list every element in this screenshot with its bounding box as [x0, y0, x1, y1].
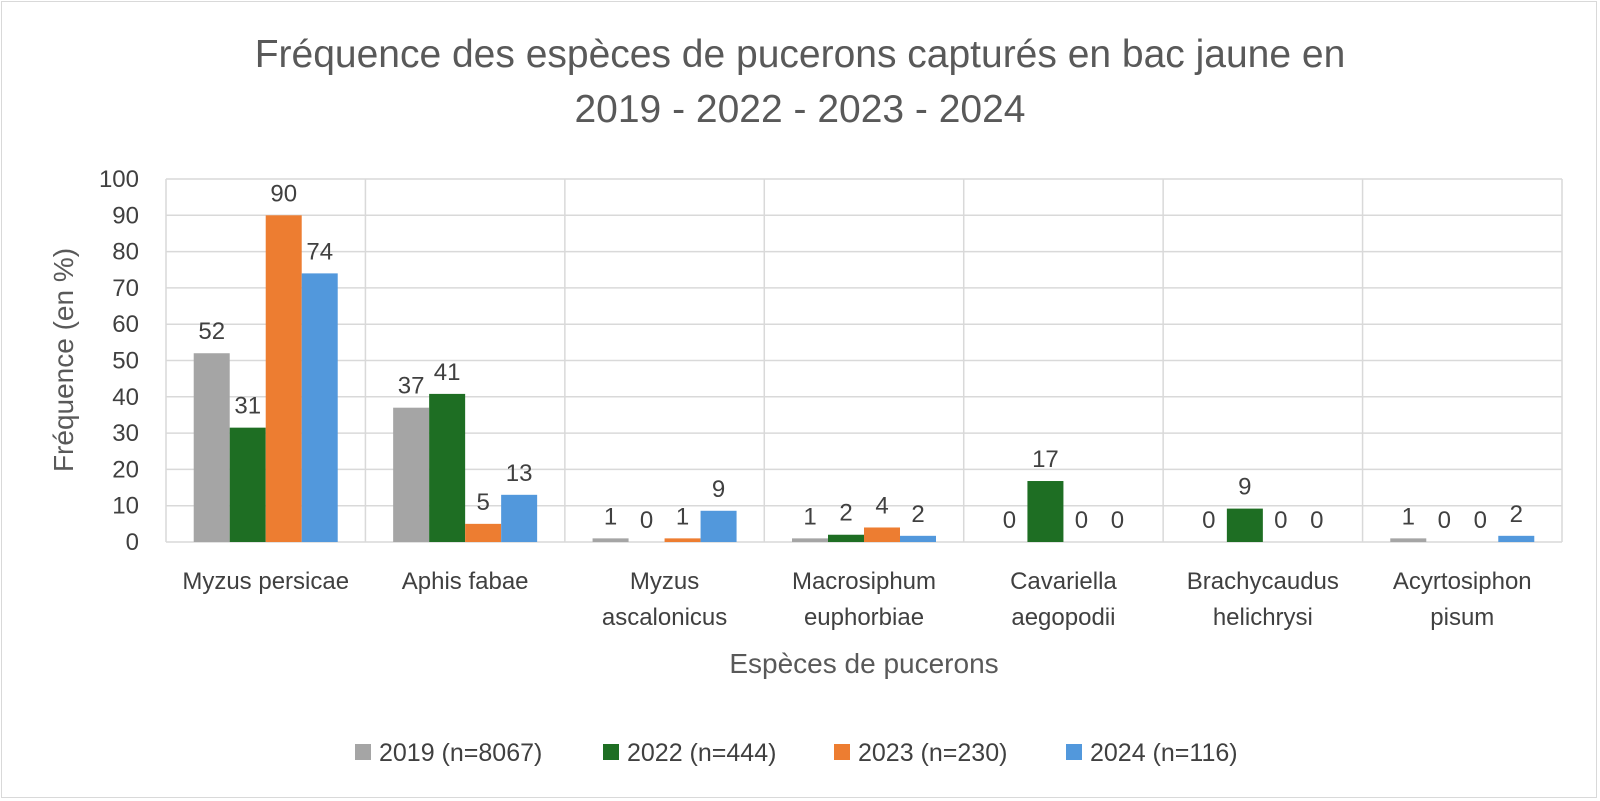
bar	[229, 427, 266, 542]
bar	[393, 407, 430, 542]
x-axis-ticks: Myzus persicae Aphis fabae Myzus ascalonicu…	[182, 568, 1531, 631]
y-tick-label: 10	[112, 493, 139, 520]
bar	[265, 215, 302, 543]
data-label: 0	[1003, 507, 1016, 534]
legend: 2019 (n=8067) 2022 (n=444) 2023 (n=230) 202…	[355, 739, 1238, 767]
legend-label: 2023 (n=230)	[858, 739, 1007, 767]
bar	[864, 527, 900, 542]
data-label: 2	[839, 500, 852, 527]
bar	[465, 523, 502, 542]
chart-title-line-1: Fréquence des espèces de pucerons captur…	[255, 33, 1346, 76]
x-tick-label: Brachycaudus	[1187, 568, 1339, 595]
legend-label: 2024 (n=116)	[1090, 739, 1238, 767]
data-label: 17	[1032, 446, 1059, 473]
data-label: 4	[875, 492, 888, 519]
y-tick-label: 90	[112, 202, 139, 229]
bars	[193, 215, 1535, 543]
x-tick-label: Aphis fabae	[402, 568, 529, 595]
bar	[700, 510, 737, 542]
data-label: 0	[1202, 507, 1215, 534]
data-label: 0	[1111, 507, 1124, 534]
data-label: 9	[1238, 474, 1251, 501]
data-label: 9	[712, 476, 725, 503]
bar	[1027, 481, 1064, 542]
y-tick-label: 70	[112, 275, 139, 302]
legend-swatch	[603, 744, 619, 760]
y-tick-label: 100	[99, 166, 139, 193]
legend-swatch	[1066, 744, 1082, 760]
x-axis-title: Espèces de pucerons	[729, 648, 998, 679]
y-tick-label: 50	[112, 348, 139, 375]
data-label: 1	[676, 503, 689, 530]
legend-swatch	[834, 744, 850, 760]
bar	[429, 393, 466, 542]
bar	[1390, 538, 1427, 542]
data-label: 1	[1402, 503, 1415, 530]
y-axis-ticks: 0 10 20 30 40 50 60 70 80 90 100	[99, 166, 139, 556]
x-tick-label: Myzus persicae	[182, 568, 349, 595]
x-tick-label: ascalonicus	[602, 604, 727, 631]
bar	[828, 534, 864, 542]
y-tick-label: 30	[112, 420, 139, 447]
x-tick-label: Macrosiphum	[792, 568, 936, 595]
data-label: 5	[476, 489, 489, 516]
bar	[792, 538, 828, 542]
x-tick-label: Acyrtosiphon	[1393, 568, 1532, 595]
bar	[664, 538, 701, 542]
legend-label: 2019 (n=8067)	[379, 739, 542, 767]
data-label: 90	[270, 180, 297, 207]
y-tick-label: 40	[112, 384, 139, 411]
data-label: 31	[234, 393, 261, 420]
chart-title: Fréquence des espèces de pucerons captur…	[255, 33, 1346, 131]
legend-label: 2022 (n=444)	[627, 739, 776, 767]
data-label: 1	[803, 503, 816, 530]
bar	[900, 535, 936, 542]
bar	[193, 353, 230, 542]
data-label: 52	[198, 318, 225, 345]
data-label: 0	[1274, 507, 1287, 534]
data-label: 13	[506, 460, 533, 487]
data-label: 0	[640, 507, 653, 534]
data-label: 2	[911, 501, 924, 528]
x-tick-label: Myzus	[630, 568, 699, 595]
bar	[501, 494, 538, 542]
data-label: 0	[1474, 507, 1487, 534]
data-label: 2	[1510, 501, 1523, 528]
y-tick-label: 20	[112, 456, 139, 483]
data-label: 74	[306, 238, 333, 265]
legend-swatch	[355, 744, 371, 760]
data-label: 0	[1310, 507, 1323, 534]
x-tick-label: aegopodii	[1011, 604, 1115, 631]
bar	[1498, 535, 1535, 542]
y-tick-label: 0	[126, 529, 139, 556]
x-tick-label: pisum	[1430, 604, 1494, 631]
gridlines	[165, 178, 1563, 543]
x-tick-label: helichrysi	[1213, 604, 1313, 631]
bar	[1226, 508, 1263, 542]
x-tick-label: Cavariella	[1010, 568, 1117, 595]
y-tick-label: 60	[112, 311, 139, 338]
chart-title-line-2: 2019 - 2022 - 2023 - 2024	[574, 88, 1025, 131]
y-axis-title: Fréquence (en %)	[48, 248, 79, 472]
data-label: 37	[398, 373, 425, 400]
data-label: 0	[1075, 507, 1088, 534]
data-label: 41	[434, 359, 461, 386]
y-tick-label: 80	[112, 239, 139, 266]
bar	[301, 273, 338, 542]
data-label: 0	[1438, 507, 1451, 534]
bar	[592, 538, 629, 542]
x-tick-label: euphorbiae	[804, 604, 924, 631]
data-label: 1	[604, 503, 617, 530]
